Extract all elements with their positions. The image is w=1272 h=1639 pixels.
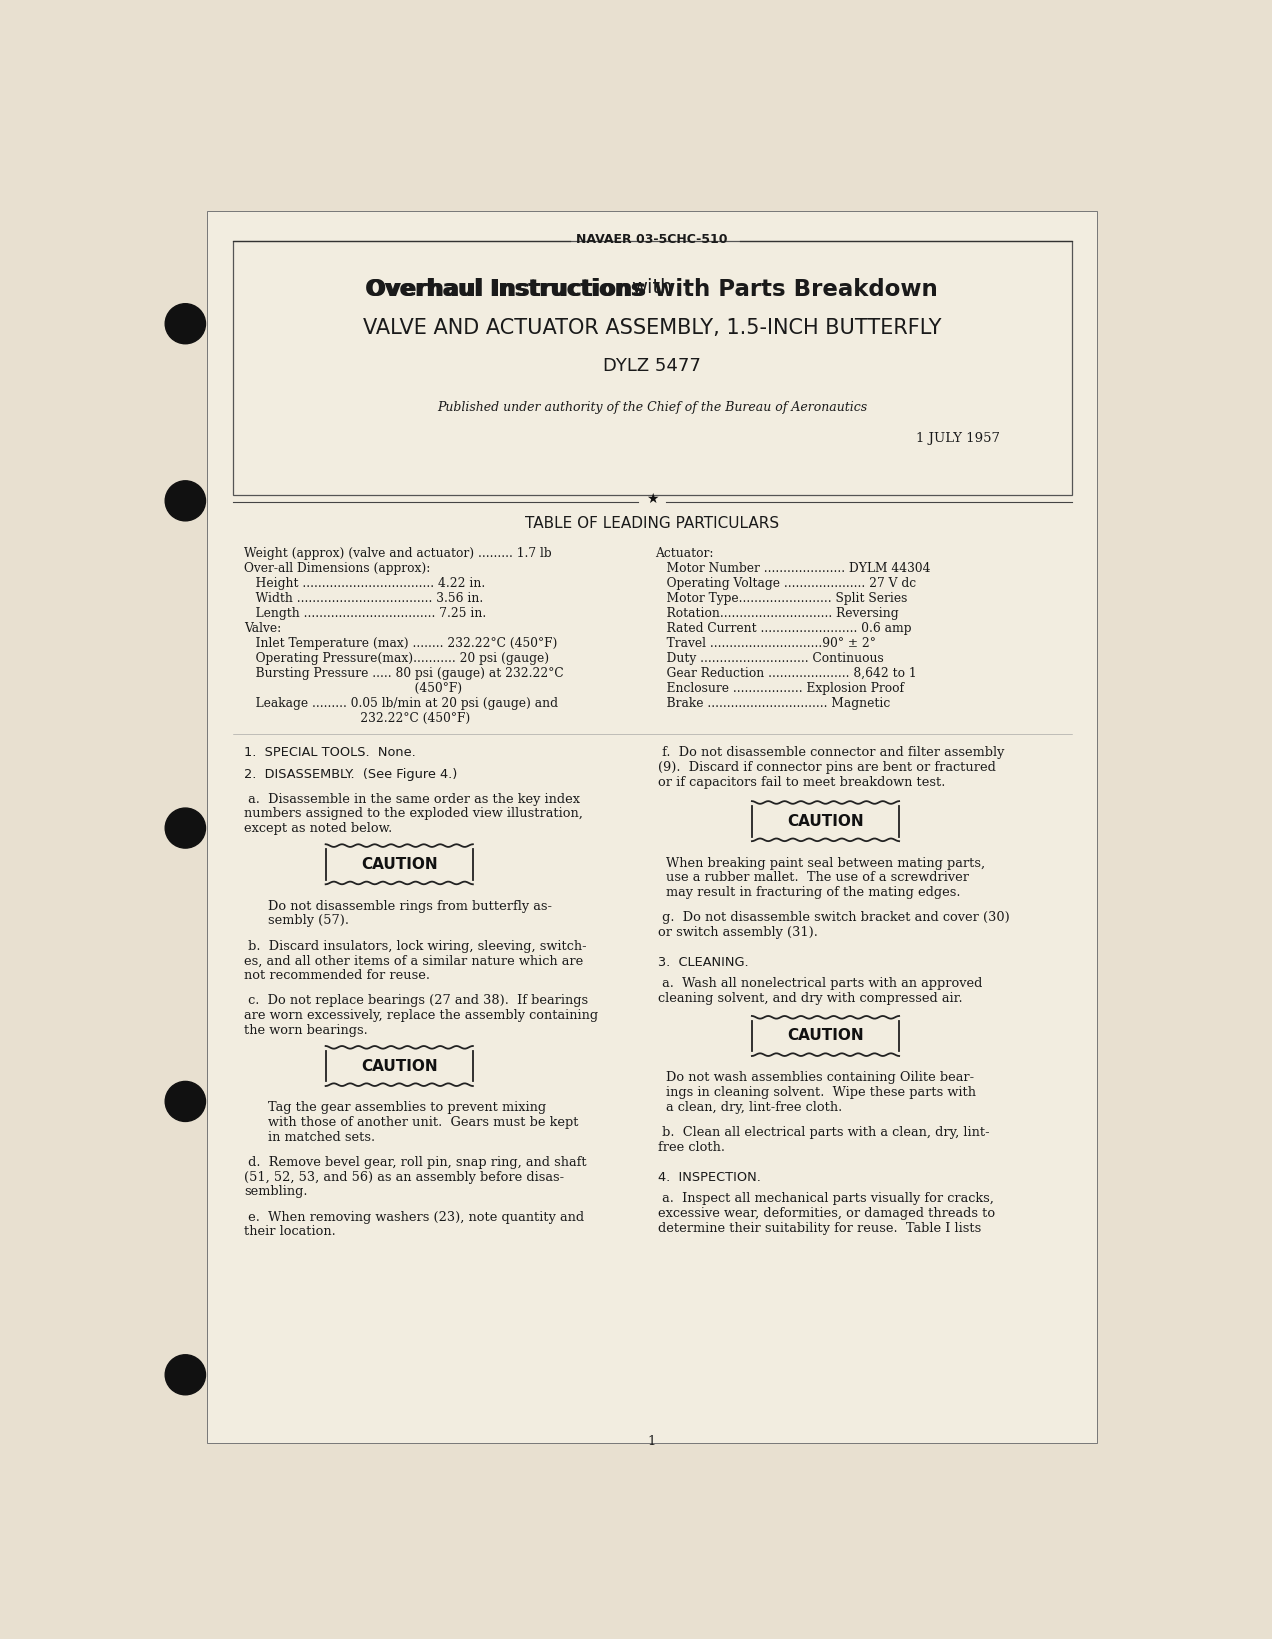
Text: Published under authority of the Chief of the Bureau of Aeronautics: Published under authority of the Chief o…	[436, 400, 868, 413]
Text: 4.  INSPECTION.: 4. INSPECTION.	[658, 1170, 761, 1183]
Text: ★: ★	[646, 492, 658, 506]
Text: TABLE OF LEADING PARTICULARS: TABLE OF LEADING PARTICULARS	[525, 516, 778, 531]
Text: Duty ............................ Continuous: Duty ............................ Contin…	[655, 652, 884, 665]
Text: Length .................................. 7.25 in.: Length .................................…	[244, 606, 486, 620]
Text: Tag the gear assemblies to prevent mixing: Tag the gear assemblies to prevent mixin…	[267, 1101, 546, 1115]
Text: are worn excessively, replace the assembly containing: are worn excessively, replace the assemb…	[244, 1010, 598, 1023]
Text: Travel .............................90° ± 2°: Travel .............................90° …	[655, 638, 876, 651]
Text: VALVE AND ACTUATOR ASSEMBLY, 1.5-INCH BUTTERFLY: VALVE AND ACTUATOR ASSEMBLY, 1.5-INCH BU…	[363, 318, 941, 338]
Text: Overhaul Instructions with Parts Breakdown: Overhaul Instructions with Parts Breakdo…	[366, 277, 937, 300]
Text: Do not disassemble rings from butterfly as-: Do not disassemble rings from butterfly …	[267, 900, 552, 913]
Text: Motor Type........................ Split Series: Motor Type........................ Split…	[655, 592, 907, 605]
Text: cleaning solvent, and dry with compressed air.: cleaning solvent, and dry with compresse…	[658, 992, 963, 1005]
Circle shape	[165, 303, 206, 344]
Text: Brake ............................... Magnetic: Brake ............................... Ma…	[655, 697, 890, 710]
Text: CAUTION: CAUTION	[787, 1029, 864, 1044]
Text: g.  Do not disassemble switch bracket and cover (30): g. Do not disassemble switch bracket and…	[658, 911, 1010, 924]
Text: When breaking paint seal between mating parts,: When breaking paint seal between mating …	[665, 857, 985, 870]
Text: Bursting Pressure ..... 80 psi (gauge) at 232.22°C: Bursting Pressure ..... 80 psi (gauge) a…	[244, 667, 563, 680]
Text: Overhaul Instructions: Overhaul Instructions	[365, 277, 653, 300]
Text: may result in fracturing of the mating edges.: may result in fracturing of the mating e…	[665, 885, 960, 898]
Bar	[752, 801, 899, 841]
Text: the worn bearings.: the worn bearings.	[244, 1024, 368, 1036]
Text: Actuator:: Actuator:	[655, 547, 714, 561]
Text: 3.  CLEANING.: 3. CLEANING.	[658, 956, 749, 969]
Text: b.  Discard insulators, lock wiring, sleeving, switch-: b. Discard insulators, lock wiring, slee…	[244, 939, 586, 952]
Text: CAUTION: CAUTION	[361, 1059, 438, 1074]
Text: Width ................................... 3.56 in.: Width ..................................…	[244, 592, 483, 605]
Text: Rotation............................. Reversing: Rotation............................. Re…	[655, 606, 898, 620]
Text: free cloth.: free cloth.	[658, 1141, 725, 1154]
Bar	[326, 1046, 473, 1087]
Text: DYLZ 5477: DYLZ 5477	[603, 357, 701, 375]
Text: Operating Voltage ..................... 27 V dc: Operating Voltage ..................... …	[655, 577, 916, 590]
Text: Motor Number ..................... DYLM 44304: Motor Number ..................... DYLM …	[655, 562, 931, 575]
Text: sembling.: sembling.	[244, 1185, 308, 1198]
Text: Gear Reduction ..................... 8,642 to 1: Gear Reduction ..................... 8,6…	[655, 667, 917, 680]
Text: CAUTION: CAUTION	[361, 857, 438, 872]
Text: Operating Pressure(max)........... 20 psi (gauge): Operating Pressure(max)........... 20 ps…	[244, 652, 550, 665]
Text: d.  Remove bevel gear, roll pin, snap ring, and shaft: d. Remove bevel gear, roll pin, snap rin…	[244, 1155, 586, 1169]
Text: Height .................................. 4.22 in.: Height .................................…	[244, 577, 486, 590]
Text: (450°F): (450°F)	[244, 682, 463, 695]
Text: a.  Inspect all mechanical parts visually for cracks,: a. Inspect all mechanical parts visually…	[658, 1192, 993, 1205]
Text: determine their suitability for reuse.  Table I lists: determine their suitability for reuse. T…	[658, 1221, 982, 1234]
Circle shape	[165, 1355, 206, 1395]
Text: 1 JULY 1957: 1 JULY 1957	[916, 431, 1000, 444]
Text: (51, 52, 53, and 56) as an assembly before disas-: (51, 52, 53, and 56) as an assembly befo…	[244, 1170, 565, 1183]
Text: Valve:: Valve:	[244, 623, 281, 634]
Text: sembly (57).: sembly (57).	[267, 915, 349, 928]
Bar	[326, 844, 473, 885]
Text: with: with	[631, 277, 673, 297]
Text: numbers assigned to the exploded view illustration,: numbers assigned to the exploded view il…	[244, 808, 583, 820]
Text: ings in cleaning solvent.  Wipe these parts with: ings in cleaning solvent. Wipe these par…	[665, 1087, 976, 1100]
Text: Weight (approx) (valve and actuator) ......... 1.7 lb: Weight (approx) (valve and actuator) ...…	[244, 547, 552, 561]
Text: c.  Do not replace bearings (27 and 38).  If bearings: c. Do not replace bearings (27 and 38). …	[244, 995, 589, 1008]
Text: 1.  SPECIAL TOOLS.  None.: 1. SPECIAL TOOLS. None.	[244, 746, 416, 759]
Text: their location.: their location.	[244, 1226, 336, 1239]
Text: 1: 1	[647, 1434, 656, 1447]
Text: (9).  Discard if connector pins are bent or fractured: (9). Discard if connector pins are bent …	[658, 760, 996, 774]
Text: Over-all Dimensions (approx):: Over-all Dimensions (approx):	[244, 562, 431, 575]
Bar	[233, 241, 1072, 495]
Text: b.  Clean all electrical parts with a clean, dry, lint-: b. Clean all electrical parts with a cle…	[658, 1126, 990, 1139]
Text: a.  Wash all nonelectrical parts with an approved: a. Wash all nonelectrical parts with an …	[658, 977, 982, 990]
Text: a clean, dry, lint-free cloth.: a clean, dry, lint-free cloth.	[665, 1101, 842, 1113]
Text: e.  When removing washers (23), note quantity and: e. When removing washers (23), note quan…	[244, 1211, 584, 1224]
Text: with those of another unit.  Gears must be kept: with those of another unit. Gears must b…	[267, 1116, 577, 1129]
Text: 232.22°C (450°F): 232.22°C (450°F)	[244, 713, 471, 724]
Text: Rated Current ......................... 0.6 amp: Rated Current ......................... …	[655, 623, 912, 634]
Text: 2.  DISASSEMBLY.  (See Figure 4.): 2. DISASSEMBLY. (See Figure 4.)	[244, 769, 458, 782]
Text: Enclosure .................. Explosion Proof: Enclosure .................. Explosion P…	[655, 682, 904, 695]
Text: f.  Do not disassemble connector and filter assembly: f. Do not disassemble connector and filt…	[658, 746, 1005, 759]
Text: except as noted below.: except as noted below.	[244, 821, 393, 834]
Text: in matched sets.: in matched sets.	[267, 1131, 375, 1144]
Text: not recommended for reuse.: not recommended for reuse.	[244, 969, 430, 982]
Text: NAVAER 03-5CHC-510: NAVAER 03-5CHC-510	[576, 233, 728, 246]
Text: use a rubber mallet.  The use of a screwdriver: use a rubber mallet. The use of a screwd…	[665, 872, 969, 883]
Text: Leakage ......... 0.05 lb/min at 20 psi (gauge) and: Leakage ......... 0.05 lb/min at 20 psi …	[244, 697, 558, 710]
Text: Do not wash assemblies containing Oilite bear-: Do not wash assemblies containing Oilite…	[665, 1072, 974, 1085]
Circle shape	[165, 1082, 206, 1121]
Text: or if capacitors fail to meet breakdown test.: or if capacitors fail to meet breakdown …	[658, 775, 945, 788]
Text: CAUTION: CAUTION	[787, 813, 864, 829]
Bar	[752, 1016, 899, 1056]
Text: es, and all other items of a similar nature which are: es, and all other items of a similar nat…	[244, 954, 584, 967]
Circle shape	[165, 808, 206, 847]
Text: a.  Disassemble in the same order as the key index: a. Disassemble in the same order as the …	[244, 793, 580, 806]
Text: excessive wear, deformities, or damaged threads to: excessive wear, deformities, or damaged …	[658, 1206, 995, 1219]
Text: or switch assembly (31).: or switch assembly (31).	[658, 926, 818, 939]
Circle shape	[165, 480, 206, 521]
Text: Inlet Temperature (max) ........ 232.22°C (450°F): Inlet Temperature (max) ........ 232.22°…	[244, 638, 557, 651]
